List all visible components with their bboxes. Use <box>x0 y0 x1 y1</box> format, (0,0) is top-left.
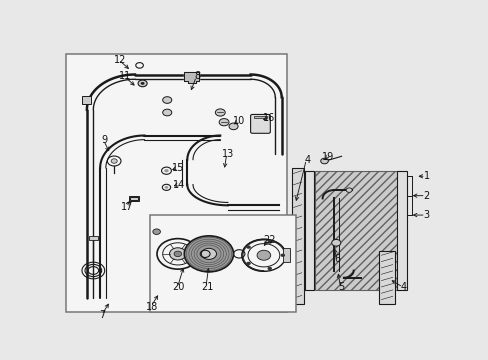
Polygon shape <box>184 72 199 84</box>
Circle shape <box>320 158 327 164</box>
Circle shape <box>280 253 285 257</box>
Bar <box>314 171 399 290</box>
Text: 10: 10 <box>233 116 245 126</box>
Circle shape <box>246 262 250 265</box>
Circle shape <box>184 236 233 272</box>
Circle shape <box>215 109 225 116</box>
Text: 22: 22 <box>263 235 275 245</box>
Text: 3: 3 <box>423 210 429 220</box>
Text: 2: 2 <box>423 191 429 201</box>
Text: 6: 6 <box>334 255 340 264</box>
Text: 13: 13 <box>221 149 234 159</box>
Circle shape <box>174 251 181 257</box>
Circle shape <box>267 267 271 270</box>
Circle shape <box>257 250 270 260</box>
Circle shape <box>169 248 186 260</box>
Text: 16: 16 <box>263 113 275 123</box>
Circle shape <box>346 188 351 192</box>
Circle shape <box>164 169 168 172</box>
Text: 9: 9 <box>102 135 107 145</box>
Circle shape <box>111 159 117 163</box>
Text: 11: 11 <box>119 72 131 81</box>
Text: 20: 20 <box>172 282 184 292</box>
Bar <box>65 54 286 312</box>
Text: 15: 15 <box>172 163 184 173</box>
Text: 4: 4 <box>400 282 407 292</box>
Bar <box>129 196 139 201</box>
Bar <box>89 236 98 240</box>
Bar <box>379 251 394 304</box>
Circle shape <box>228 123 238 130</box>
Text: 17: 17 <box>121 202 133 212</box>
Bar <box>396 171 406 290</box>
Circle shape <box>163 97 171 103</box>
Circle shape <box>138 80 147 87</box>
Text: 8: 8 <box>194 72 200 81</box>
Circle shape <box>246 246 250 249</box>
Text: 4: 4 <box>304 155 310 165</box>
Circle shape <box>331 239 340 246</box>
Bar <box>304 171 314 290</box>
Text: 5: 5 <box>338 282 344 292</box>
FancyBboxPatch shape <box>250 114 270 133</box>
Bar <box>254 116 266 118</box>
Circle shape <box>163 109 171 116</box>
Circle shape <box>201 248 216 260</box>
Text: 7: 7 <box>100 310 106 320</box>
Text: 12: 12 <box>113 55 126 65</box>
Text: 21: 21 <box>201 282 213 292</box>
Bar <box>150 215 295 312</box>
Bar <box>291 168 303 304</box>
Circle shape <box>219 118 228 126</box>
Bar <box>82 96 91 104</box>
Text: 18: 18 <box>145 302 158 311</box>
Circle shape <box>153 229 160 234</box>
Circle shape <box>267 240 271 244</box>
Circle shape <box>164 186 168 189</box>
Text: 1: 1 <box>423 171 429 181</box>
Text: 19: 19 <box>322 152 334 162</box>
Bar <box>130 197 138 200</box>
Bar <box>282 248 290 262</box>
Text: 14: 14 <box>172 180 184 190</box>
Circle shape <box>141 82 144 85</box>
